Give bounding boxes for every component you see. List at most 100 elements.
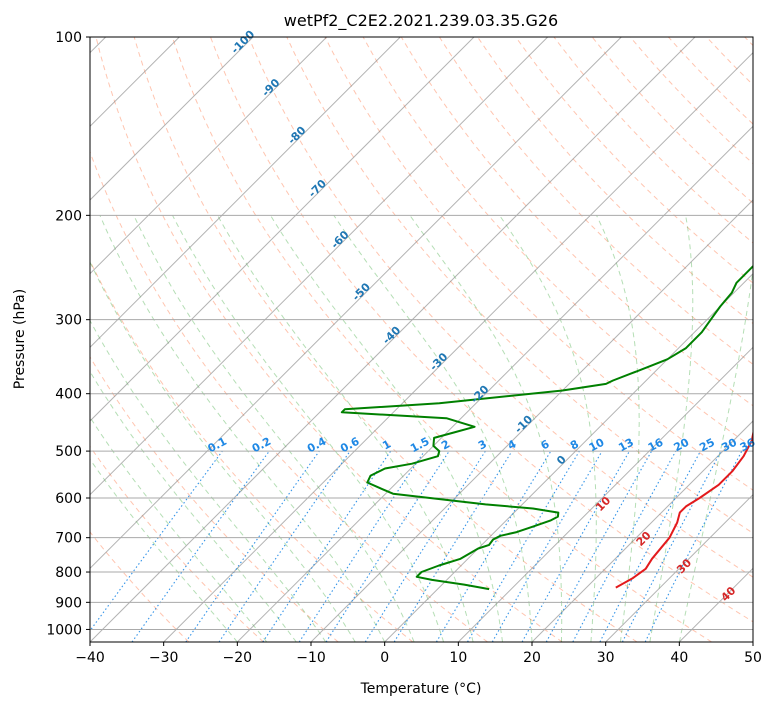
x-tick-label: 30	[597, 650, 615, 666]
moist-adiabat	[90, 319, 327, 642]
mixing-ratio-label: 1	[380, 437, 393, 452]
dry-adiabat	[90, 445, 264, 642]
moist-adiabat	[133, 215, 415, 642]
isotherm-label: -30	[427, 350, 450, 373]
dry-adiabat	[744, 37, 753, 47]
isotherm	[90, 37, 622, 570]
x-tick-label: 0	[380, 650, 389, 666]
y-tick-label: 900	[55, 595, 82, 611]
x-tick-label: 40	[670, 650, 688, 666]
dry-adiabat	[95, 37, 563, 642]
isotherm-label: -90	[259, 76, 282, 99]
dry-adiabat	[133, 37, 638, 642]
x-axis: −40 −30 −20 −10 0 10 20 30 40 50	[75, 642, 762, 666]
dry-adiabat	[591, 37, 753, 204]
isotherm	[605, 493, 753, 642]
mixing-ratio-line	[545, 450, 653, 642]
mixing-ratio-label: 16	[646, 436, 666, 455]
x-tick-label: 10	[449, 650, 467, 666]
y-tick-label: 1000	[46, 622, 82, 638]
moist-adiabat	[499, 215, 597, 642]
temperature-profile-line	[615, 429, 753, 589]
moist-adiabat	[99, 215, 386, 642]
isotherm-label: -70	[306, 177, 329, 200]
mixing-ratio-label: 30	[719, 436, 739, 455]
mixing-ratio-line	[435, 450, 552, 642]
moist-adiabat	[596, 215, 640, 642]
isotherm-label: -20	[468, 383, 491, 406]
mixing-ratio-line	[218, 450, 351, 642]
x-tick-label: −40	[75, 650, 105, 666]
mixing-ratio-line	[185, 450, 320, 642]
isotherm-label: -60	[328, 228, 351, 251]
x-tick-label: −20	[223, 650, 253, 666]
chart-title: wetPf2_C2E2.2021.239.03.35.G26	[284, 11, 558, 31]
mixing-ratio-line	[467, 450, 580, 642]
moist-adiabat	[90, 458, 238, 642]
isotherm	[90, 37, 254, 201]
moist-adiabat	[217, 215, 474, 642]
isotherm	[310, 199, 753, 642]
isotherm	[163, 51, 753, 642]
mixing-ratio-line	[90, 450, 223, 632]
dewpoint-profile-line	[340, 264, 753, 591]
mixing-ratio-line	[393, 450, 513, 642]
mixing-ratio-line	[298, 450, 425, 642]
moist-adiabat	[333, 215, 533, 642]
dry-adiabat	[248, 37, 753, 578]
mixing-ratio-label: 0.1	[206, 435, 229, 456]
mixing-ratio-line	[364, 450, 486, 642]
isotherm-label: -100	[229, 28, 258, 57]
isotherm	[90, 37, 696, 642]
isotherm	[90, 37, 328, 275]
mixing-ratio-label: 25	[697, 436, 717, 455]
isotherm	[90, 37, 475, 422]
y-tick-label: 700	[55, 531, 82, 547]
x-tick-label: −10	[296, 650, 326, 666]
moist-adiabat	[90, 416, 268, 642]
mixing-ratio-line	[262, 450, 392, 642]
moist-adiabat	[649, 215, 694, 642]
moist-adiabat	[90, 370, 297, 642]
dry-adiabat	[438, 37, 753, 365]
moist-adiabat	[678, 265, 753, 642]
mixing-ratio-label: 6	[539, 437, 552, 452]
x-tick-label: −30	[149, 650, 179, 666]
y-tick-label: 100	[55, 30, 82, 46]
y-axis: 100 200 300 400 500 600 700 800 900 1000	[46, 30, 90, 638]
mixing-ratio-line	[131, 450, 270, 642]
dry-adiabat	[706, 37, 753, 86]
plot-frame	[89, 36, 754, 643]
mixing-ratio-line	[491, 450, 603, 642]
isotherm	[90, 37, 401, 349]
x-axis-label: Temperature (°C)	[360, 681, 482, 697]
x-tick-label: 20	[523, 650, 541, 666]
isotherm	[90, 37, 549, 496]
dry-adiabat	[210, 37, 753, 623]
mixing-ratio-label: 20	[672, 436, 692, 455]
mixing-ratio-label: 10	[587, 436, 607, 455]
mixing-ratio-label: 4	[506, 437, 519, 452]
mixing-ratio-label: 13	[616, 436, 636, 455]
moist-adiabat-label: 20	[634, 529, 654, 549]
isotherm-label: -10	[512, 413, 535, 436]
y-tick-label: 500	[55, 444, 82, 460]
y-tick-label: 400	[55, 387, 82, 403]
moist-adiabat-label: 40	[718, 584, 738, 604]
dry-adiabat	[90, 531, 190, 642]
isotherm	[384, 272, 753, 642]
pressure-gridlines	[90, 37, 753, 630]
mixing-ratio-label: 3	[476, 437, 489, 452]
isotherm	[752, 641, 753, 642]
isotherm-label: -80	[285, 124, 308, 147]
background-lines	[90, 37, 753, 642]
moist-adiabat	[90, 260, 356, 642]
moist-adiabat	[409, 215, 563, 642]
moist-adiabat	[270, 215, 503, 642]
profile-series	[340, 264, 753, 591]
y-tick-label: 200	[55, 208, 82, 224]
dry-adiabat	[400, 37, 753, 407]
dry-adiabat	[90, 259, 414, 642]
isotherm-label: -50	[350, 280, 373, 303]
